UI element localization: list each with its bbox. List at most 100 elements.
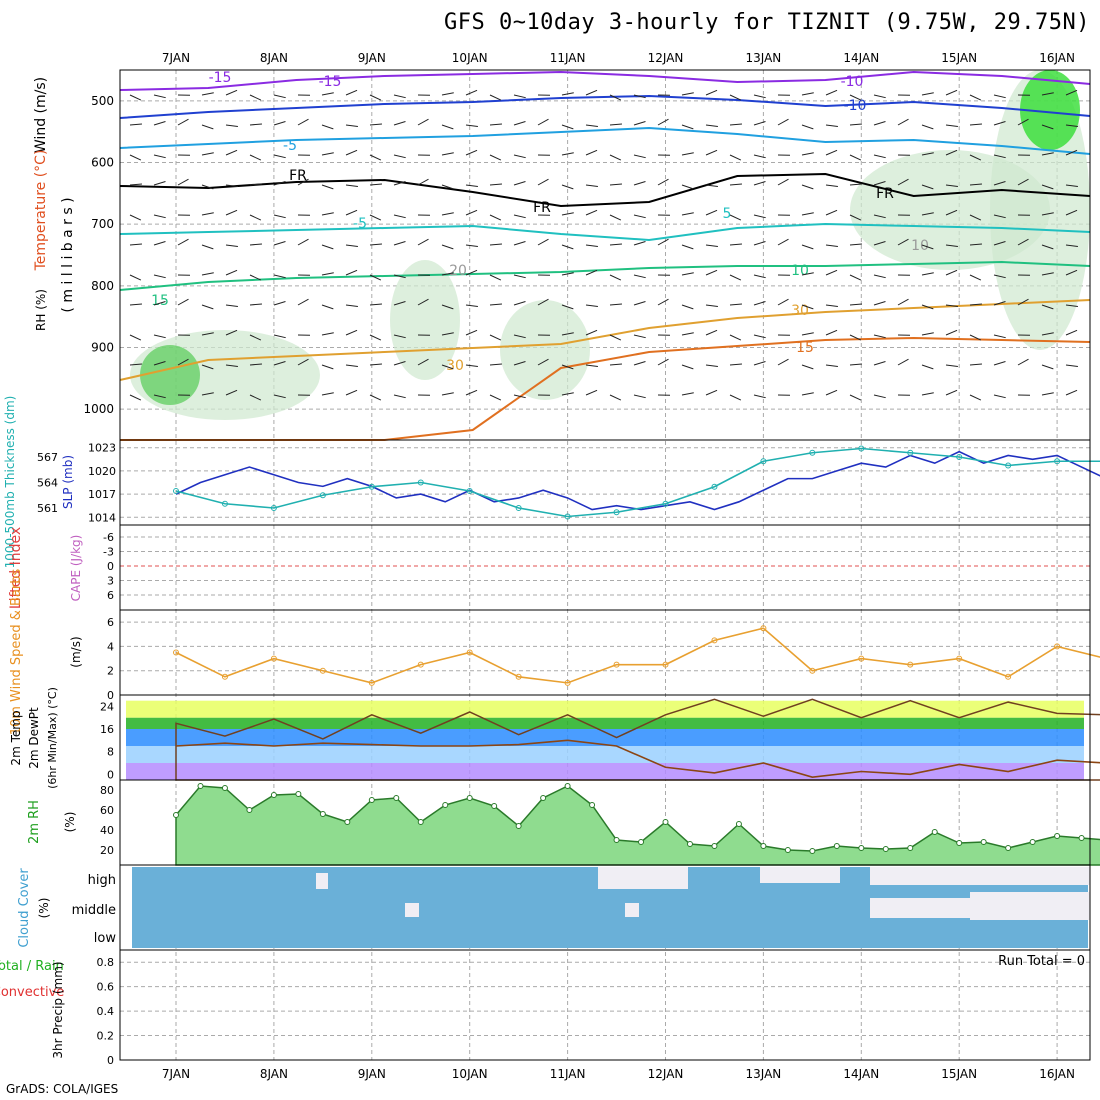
rh-point <box>735 821 742 827</box>
rh-point <box>466 795 473 801</box>
slp-line <box>175 450 1100 511</box>
wind-barb <box>1041 124 1054 130</box>
rh-tick: 80 <box>100 784 114 797</box>
wind-barb <box>393 154 406 159</box>
wind-barb <box>945 184 958 187</box>
slp-tick: 1023 <box>88 442 116 455</box>
pressure-tick: 500 <box>91 94 114 108</box>
wind-barb <box>441 184 454 190</box>
wind-barb <box>369 303 382 306</box>
wind-barb <box>969 123 982 126</box>
wind-barb <box>321 364 334 370</box>
wind-barb <box>801 152 814 156</box>
wind-barb <box>177 238 189 246</box>
wind-barb <box>705 124 718 127</box>
rh2m-axis-label: 2m RH <box>27 800 42 844</box>
wind-barb <box>1065 244 1078 247</box>
cloud-gap <box>405 903 419 917</box>
rh-point <box>711 843 718 849</box>
wind-barb <box>1041 332 1054 336</box>
wind-barb <box>873 214 886 219</box>
rh-point <box>442 802 449 808</box>
wind-barb <box>921 184 934 190</box>
wind-barb <box>321 332 334 336</box>
wind-barb <box>273 154 286 159</box>
wind-barb <box>129 274 142 281</box>
cloud-level-label: middle <box>72 903 116 918</box>
wind-barb <box>393 241 406 246</box>
wind-barb <box>825 149 838 156</box>
date-label-top: 14JAN <box>843 51 879 65</box>
wind-barb <box>561 304 574 310</box>
wind-barb <box>153 154 166 159</box>
wind-barb <box>609 274 622 281</box>
thickness-line-point <box>1054 458 1061 465</box>
wind-barb <box>993 361 1006 366</box>
wind-barb <box>921 244 934 250</box>
wind-tick: 2 <box>107 665 114 678</box>
wind-barb <box>609 334 622 341</box>
wind-barb <box>969 394 982 401</box>
thickness-line <box>175 447 1100 518</box>
temp-color-band <box>126 717 1084 729</box>
wind-barb <box>273 214 286 219</box>
wind-barb <box>1065 209 1078 216</box>
rh-point <box>197 783 204 789</box>
wind-barb <box>345 89 358 96</box>
wind-barb <box>561 364 574 370</box>
rh-point <box>1054 833 1061 839</box>
wind-speed-line-point <box>466 649 473 656</box>
wind-speed-line-point <box>319 667 326 674</box>
cape-tick: 0 <box>107 560 114 573</box>
wind-barb <box>489 394 502 401</box>
wind-barb <box>249 183 262 186</box>
rh-point <box>858 845 865 851</box>
wind-barb <box>489 123 502 126</box>
wind-barb <box>969 243 982 246</box>
wind-barb <box>969 363 982 366</box>
wind-barb <box>993 274 1006 279</box>
wind-barb <box>1065 364 1078 367</box>
thickness-line-point <box>515 505 522 511</box>
wind-barb <box>561 212 574 216</box>
cloud-gap <box>316 873 328 889</box>
wind-barb <box>945 244 958 247</box>
wind-barb <box>825 389 838 396</box>
wind-barb <box>705 244 718 247</box>
date-label-top: 15JAN <box>941 51 977 65</box>
rh-point <box>368 797 375 803</box>
wind-barb <box>969 94 982 101</box>
wind-barb <box>153 121 166 126</box>
cloud-gap <box>760 867 840 883</box>
wind-barb <box>609 243 622 246</box>
run-total-label: Run Total = 0 <box>998 954 1085 969</box>
wind-speed-line-point <box>564 679 571 686</box>
date-label-top: 11JAN <box>550 51 586 65</box>
wind-barb <box>465 389 478 396</box>
wind-barb <box>633 241 646 246</box>
temp-tick: 0 <box>107 768 114 781</box>
wind-barb <box>1065 149 1078 156</box>
rh-area <box>175 785 1100 866</box>
wind-barb <box>585 269 598 276</box>
wind-barb <box>393 274 406 279</box>
wind-barb <box>873 394 886 399</box>
wind-barb <box>921 272 934 276</box>
wind-barb <box>993 94 1006 99</box>
wind-barb <box>345 149 358 156</box>
pressure-tick: 800 <box>91 279 114 293</box>
wind-barb <box>513 301 526 306</box>
wind-barb <box>561 124 574 130</box>
wind-barb <box>369 183 382 186</box>
wind-barb <box>633 214 646 219</box>
wind-barb <box>129 334 142 341</box>
contour-label: FR <box>876 186 894 202</box>
wind-barb <box>129 123 142 126</box>
wind-barb <box>609 303 622 306</box>
thickness-line-point <box>319 492 326 499</box>
wind-barb <box>417 178 429 186</box>
thickness-line-point <box>858 445 865 452</box>
rh-point <box>956 840 963 846</box>
wind-barb <box>393 121 406 126</box>
wind-speed-line-point <box>1054 643 1061 650</box>
